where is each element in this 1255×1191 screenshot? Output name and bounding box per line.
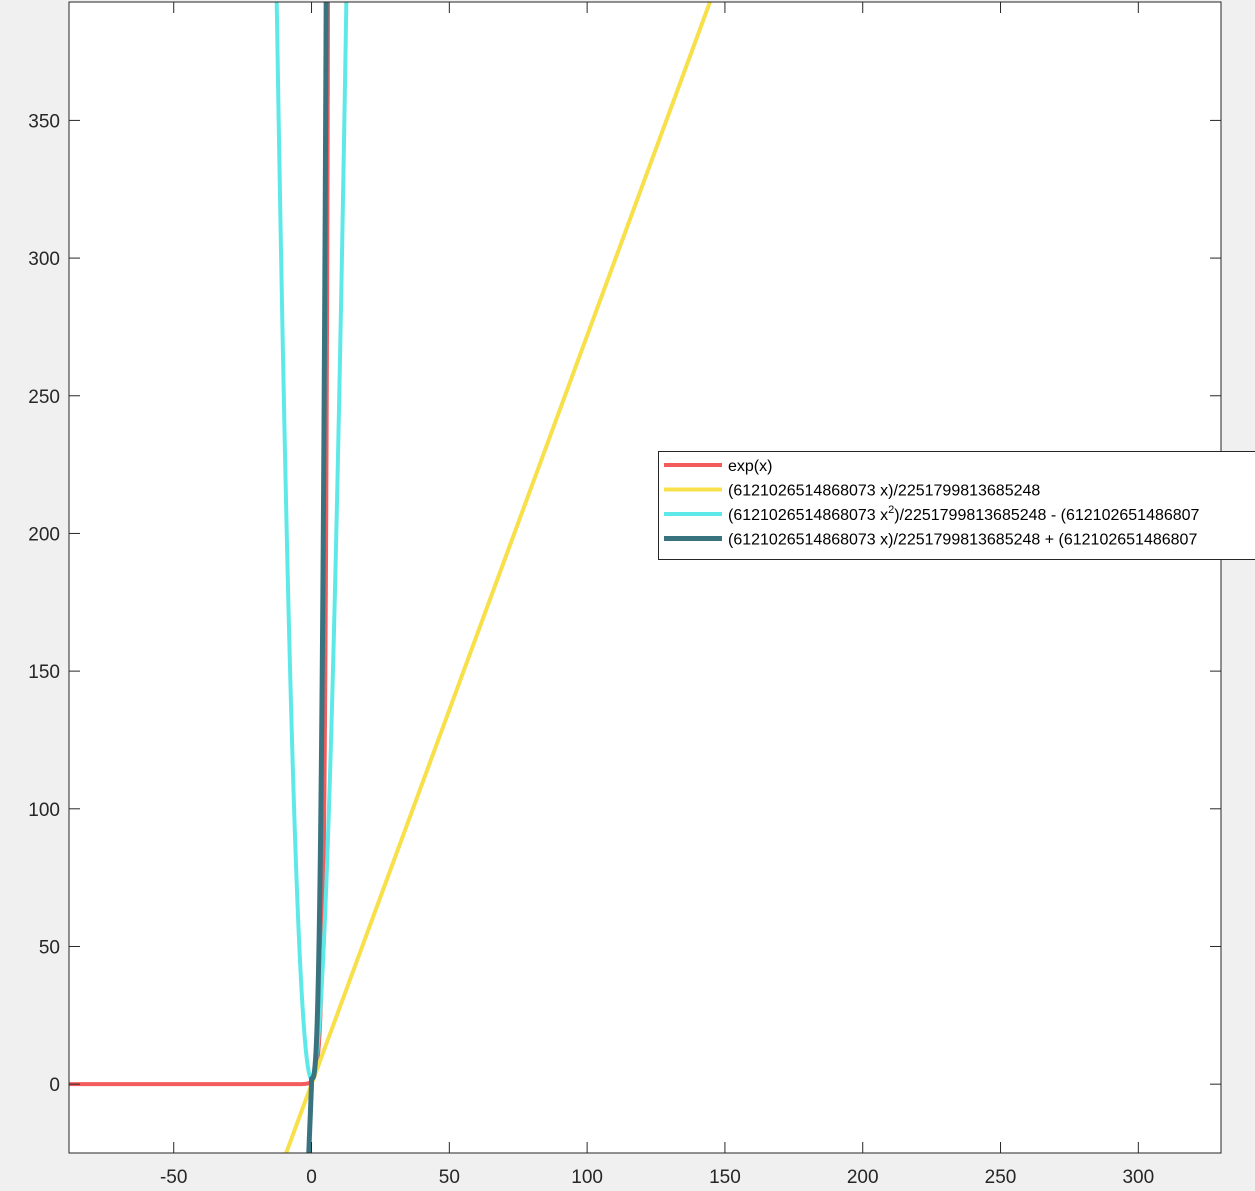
legend-label: (6121026514868073 x)/2251799813685248: [728, 483, 1040, 500]
x-tick-label: -50: [160, 1167, 187, 1188]
y-tick-label: 200: [28, 524, 60, 545]
series-layer: [69, 2, 713, 1153]
y-tick-label: 150: [28, 662, 60, 683]
legend[interactable]: exp(x) (6121026514868073 x)/2251799813685…: [658, 451, 1255, 560]
axes-background: [69, 2, 1221, 1153]
x-tick-label: 250: [985, 1167, 1017, 1188]
y-tick-label: 300: [28, 249, 60, 270]
legend-label: exp(x): [728, 458, 772, 475]
y-tick-label: 50: [39, 937, 60, 958]
y-tick-label: 0: [49, 1075, 60, 1096]
series-line-4: [306, 2, 329, 1153]
x-tick-label: 200: [847, 1167, 879, 1188]
x-tick-label: 100: [571, 1167, 603, 1188]
x-tick-label: 50: [439, 1167, 460, 1188]
axis-ticks: -50 0 50 100 150 200 250 300 0 50 100 150 200 250 300 3…: [28, 2, 1221, 1188]
legend-label: (6121026514868073 x)/2251799813685248 + …: [728, 532, 1197, 549]
series-line-2: [284, 2, 713, 1153]
y-tick-label: 250: [28, 387, 60, 408]
axes-box: [68, 1, 1222, 1154]
y-tick-label: 100: [28, 800, 60, 821]
x-tick-label: 300: [1122, 1167, 1154, 1188]
series-line-1: [69, 2, 330, 1087]
x-tick-label: 150: [709, 1167, 741, 1188]
legend-box: [658, 451, 1255, 560]
legend-label: (6121026514868073 x2)/2251799813685248 -…: [728, 504, 1200, 524]
y-tick-label: 350: [28, 111, 60, 132]
x-tick-label: 0: [306, 1167, 317, 1188]
